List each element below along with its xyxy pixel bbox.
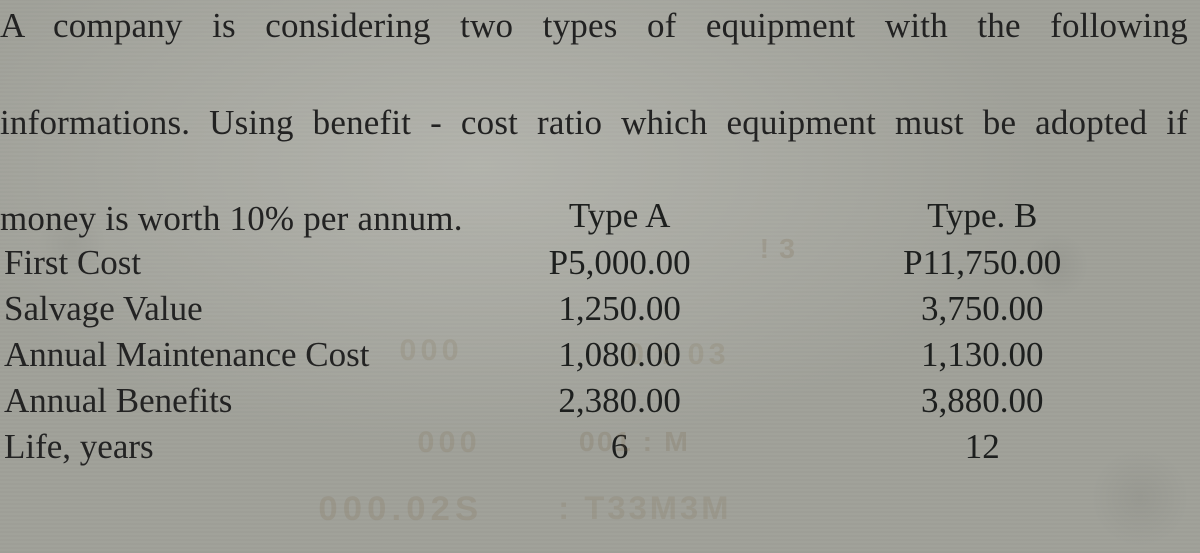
row-label: First Cost [0,240,455,286]
row-a: 6 [455,424,785,470]
ghost-text: 000.02S [318,490,483,529]
row-a: 2,380.00 [455,378,785,424]
row-b: 1,130.00 [784,332,1180,378]
row-b: 3,750.00 [784,286,1180,332]
comparison-table: Type A Type. B First Cost P5,000.00 P11,… [0,192,1180,470]
row-label: Salvage Value [0,286,455,332]
prompt-line-2: informations. Using benefit - cost ratio… [0,99,1188,196]
prompt-line-1: A company is considering two types of eq… [0,2,1188,99]
header-type-a: Type A [455,192,785,240]
scanned-page: A company is considering two types of eq… [0,0,1200,553]
ghost-text: : T33M3M [558,490,731,527]
table-row: Salvage Value 1,250.00 3,750.00 [0,286,1180,332]
table-row: Life, years 6 12 [0,424,1180,470]
table-header-row: Type A Type. B [0,192,1180,240]
header-blank [0,192,455,240]
table-row: First Cost P5,000.00 P11,750.00 [0,240,1180,286]
row-a: 1,080.00 [455,332,785,378]
row-a: 1,250.00 [455,286,785,332]
header-type-b: Type. B [784,192,1180,240]
row-b: P11,750.00 [784,240,1180,286]
row-b: 3,880.00 [784,378,1180,424]
equipment-table: Type A Type. B First Cost P5,000.00 P11,… [0,192,1180,470]
row-b: 12 [784,424,1180,470]
row-a: P5,000.00 [455,240,785,286]
row-label: Life, years [0,424,455,470]
table-row: Annual Maintenance Cost 1,080.00 1,130.0… [0,332,1180,378]
table-row: Annual Benefits 2,380.00 3,880.00 [0,378,1180,424]
row-label: Annual Maintenance Cost [0,332,455,378]
row-label: Annual Benefits [0,378,455,424]
